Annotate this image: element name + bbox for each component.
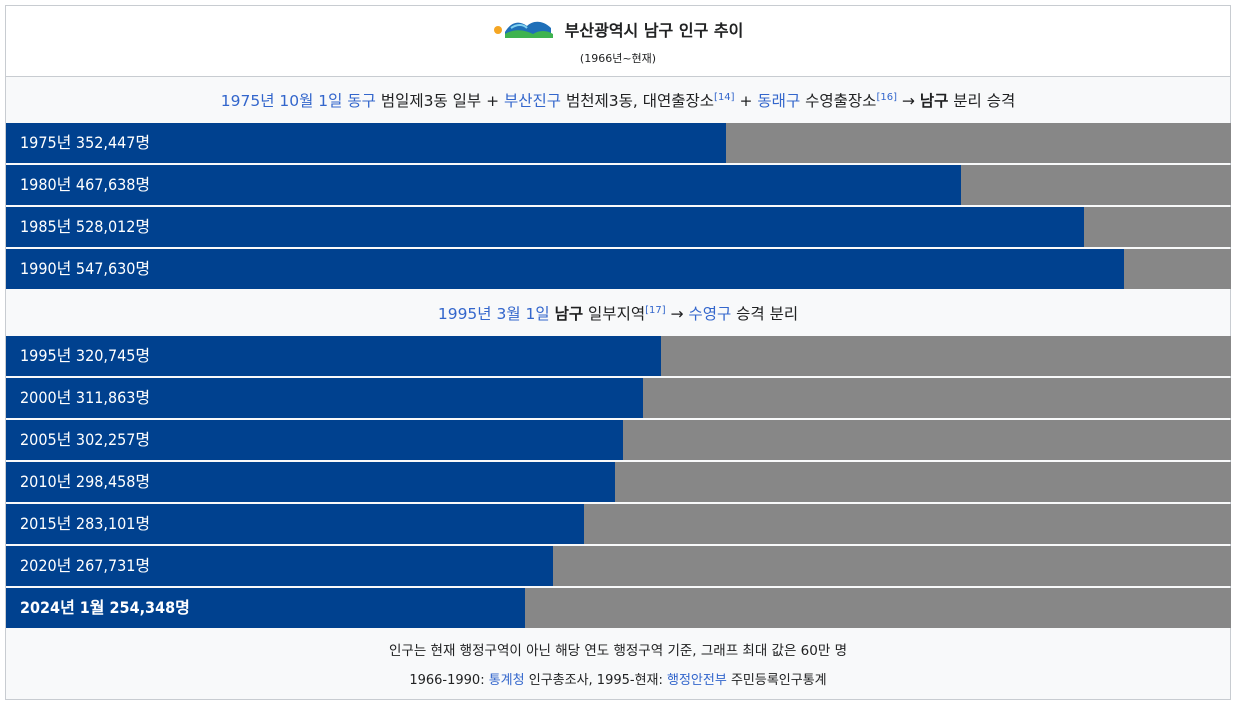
- bar-row: 2020년 267,731명: [6, 546, 1231, 586]
- bar-row: 1995년 320,745명: [6, 336, 1231, 376]
- bar-row: 1975년 352,447명: [6, 123, 1231, 163]
- kostat-link[interactable]: 통계청: [488, 673, 525, 688]
- bar-fill: [6, 378, 643, 418]
- section-header-1995: 1995년 3월 1일 남구 일부지역[17] → 수영구 승격 분리: [6, 294, 1230, 334]
- source-text: 주민등록인구통계: [726, 673, 827, 688]
- bar-row: 2000년 311,863명: [6, 378, 1231, 418]
- chart-header: 부산광역시 남구 인구 추이 (1966년~현재): [6, 6, 1230, 77]
- bar-row: 2010년 298,458명: [6, 462, 1231, 502]
- bar-label: 1980년 467,638명: [20, 175, 151, 194]
- date-link-1995[interactable]: 1995년 3월 1일: [437, 305, 550, 323]
- suyeonggu-link[interactable]: 수영구: [688, 305, 732, 323]
- bar-fill: [6, 336, 661, 376]
- bar-row: 1990년 547,630명: [6, 249, 1231, 289]
- bar-fill: [6, 123, 726, 163]
- source-text: 1966-1990:: [409, 673, 489, 688]
- mois-link[interactable]: 행정안전부: [667, 673, 727, 688]
- bar-label: 2024년 1월 254,348명: [20, 598, 190, 617]
- bar-label: 2010년 298,458명: [20, 472, 151, 491]
- chart-subtitle: (1966년~현재): [579, 52, 657, 65]
- chart-title: 부산광역시 남구 인구 추이: [564, 21, 744, 40]
- bar-fill: [6, 207, 1084, 247]
- bar-label: 2000년 311,863명: [20, 388, 151, 407]
- bar-fill: [6, 588, 525, 628]
- section-header-1975: 1975년 10월 1일 동구 범일제3동 일부 + 부산진구 범천제3동, 대…: [6, 81, 1230, 121]
- bar-row: 2015년 283,101명: [6, 504, 1231, 544]
- section-text: 승격 분리: [731, 305, 799, 323]
- footer-source: 1966-1990: 통계청 인구총조사, 1995-현재: 행정안전부 주민등…: [6, 669, 1230, 688]
- section-text: 일부지역: [583, 305, 646, 323]
- busanjingu-link[interactable]: 부산진구: [504, 92, 562, 110]
- bar-row: 1980년 467,638명: [6, 165, 1231, 205]
- bar-label: 1990년 547,630명: [20, 259, 151, 278]
- bar-fill: [6, 462, 615, 502]
- bar-label: 1995년 320,745명: [20, 346, 151, 365]
- bar-fill: [6, 420, 623, 460]
- bar-label: 2005년 302,257명: [20, 430, 151, 449]
- reference-14-link[interactable]: [14]: [714, 92, 735, 103]
- section-text: +: [734, 92, 758, 110]
- section-text: 수영출장소: [800, 92, 877, 110]
- bar-fill: [6, 546, 553, 586]
- bar-row: 1985년 528,012명: [6, 207, 1231, 247]
- footer-note: 인구는 현재 행정구역이 아닌 해당 연도 행정구역 기준, 그래프 최대 값은…: [389, 643, 847, 659]
- section-text: 범일제3동 일부 +: [375, 92, 505, 110]
- dongnaegu-link[interactable]: 동래구: [757, 92, 801, 110]
- section-text: →: [665, 305, 689, 323]
- bar-label: 2015년 283,101명: [20, 514, 151, 533]
- bar-row: 2005년 302,257명: [6, 420, 1231, 460]
- bar-fill: [6, 504, 584, 544]
- reference-17-link[interactable]: [17]: [645, 305, 666, 316]
- population-chart-panel: 부산광역시 남구 인구 추이 (1966년~현재) 1975년 10월 1일 동…: [5, 5, 1231, 700]
- bar-fill: [6, 249, 1124, 289]
- section-text: 분리 승격: [948, 92, 1016, 110]
- source-text: 인구총조사, 1995-현재:: [524, 673, 668, 688]
- section-text: 범천제3동, 대연출장소: [561, 92, 715, 110]
- section-text: →: [896, 92, 920, 110]
- busan-namgu-logo-icon: [493, 21, 553, 38]
- bar-label: 1975년 352,447명: [20, 133, 151, 152]
- bar-fill: [6, 165, 961, 205]
- bar-row: 2024년 1월 254,348명: [6, 588, 1231, 628]
- bar-label: 2020년 267,731명: [20, 556, 151, 575]
- date-link-1975[interactable]: 1975년 10월 1일: [220, 92, 343, 110]
- donggu-link[interactable]: 동구: [347, 92, 376, 110]
- namgu-label: 남구: [554, 305, 584, 323]
- namgu-label: 남구: [919, 92, 949, 110]
- bar-label: 1985년 528,012명: [20, 217, 151, 236]
- title-row: 부산광역시 남구 인구 추이: [6, 14, 1230, 44]
- reference-16-link[interactable]: [16]: [876, 92, 897, 103]
